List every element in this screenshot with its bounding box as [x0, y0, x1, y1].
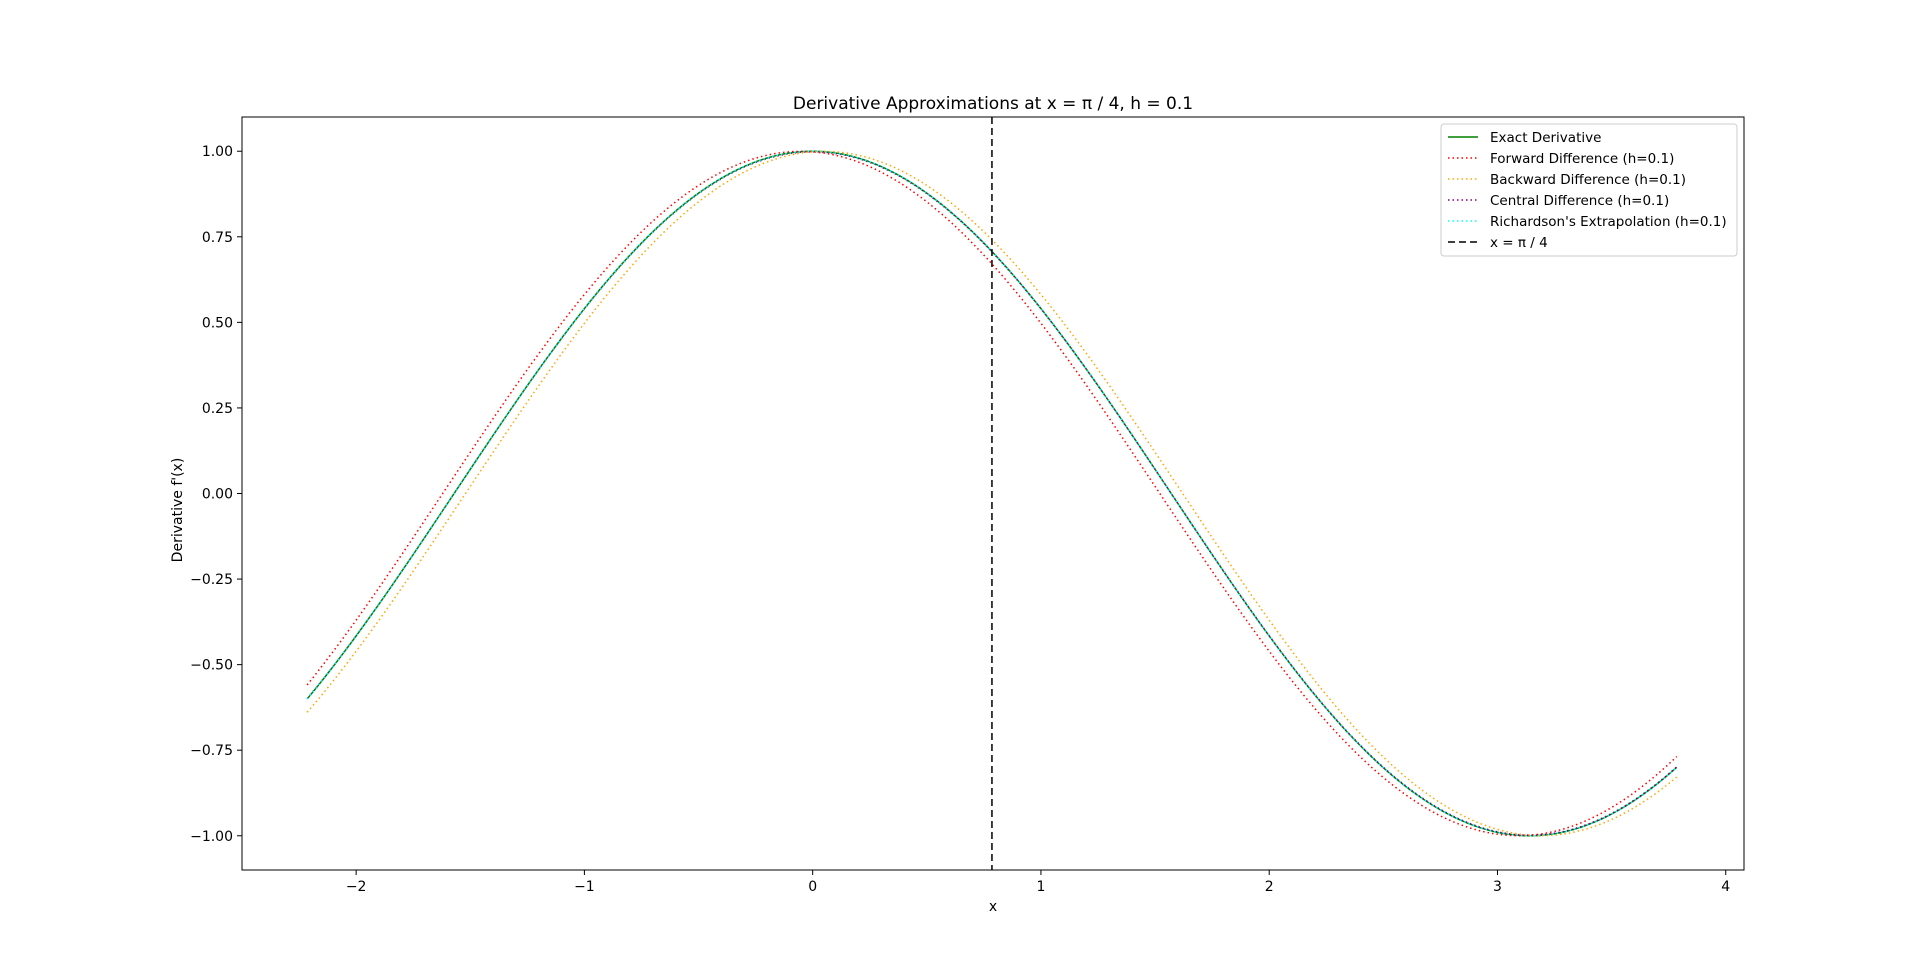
legend-label: Richardson's Extrapolation (h=0.1): [1490, 214, 1727, 230]
y-tick-label: 1.00: [202, 144, 233, 160]
legend-label: Forward Difference (h=0.1): [1490, 151, 1674, 167]
x-tick-label: −2: [346, 879, 367, 895]
y-tick-label: 0.75: [202, 230, 233, 246]
legend-label: x = π / 4: [1490, 235, 1548, 251]
legend-box: [1440, 123, 1738, 257]
y-tick-label: 0.50: [202, 315, 233, 331]
y-tick-label: −0.25: [190, 572, 233, 588]
legend-label: Backward Difference (h=0.1): [1490, 172, 1686, 188]
legend-label: Exact Derivative: [1490, 130, 1601, 146]
x-tick-label: 1: [1036, 879, 1045, 895]
x-tick-label: 4: [1721, 879, 1730, 895]
axis-ticks: −2 −1 0 1 2 3 4 1.00 0.75 0.50 0.25 0.00 −0.25 −0.50 −…: [190, 144, 1730, 895]
x-tick-label: 2: [1265, 879, 1274, 895]
y-tick-label: 0.00: [202, 487, 233, 503]
chart-title: Derivative Approximations at x = π / 4, …: [793, 94, 1193, 114]
y-axis-label: Derivative f'(x): [170, 458, 186, 563]
y-tick-label: −0.75: [190, 743, 233, 759]
plot-frame: [241, 116, 1745, 871]
y-tick-label: 0.25: [202, 401, 233, 417]
x-axis-label: x: [989, 899, 997, 915]
y-tick-label: −1.00: [190, 829, 233, 845]
x-tick-label: −1: [574, 879, 595, 895]
legend-label: Central Difference (h=0.1): [1490, 193, 1669, 209]
x-tick-label: 3: [1493, 879, 1502, 895]
legend: Exact Derivative Forward Difference (h=0.…: [1440, 123, 1738, 257]
x-tick-label: 0: [808, 879, 817, 895]
series-group: [306, 117, 1678, 870]
y-tick-label: −0.50: [190, 658, 233, 674]
